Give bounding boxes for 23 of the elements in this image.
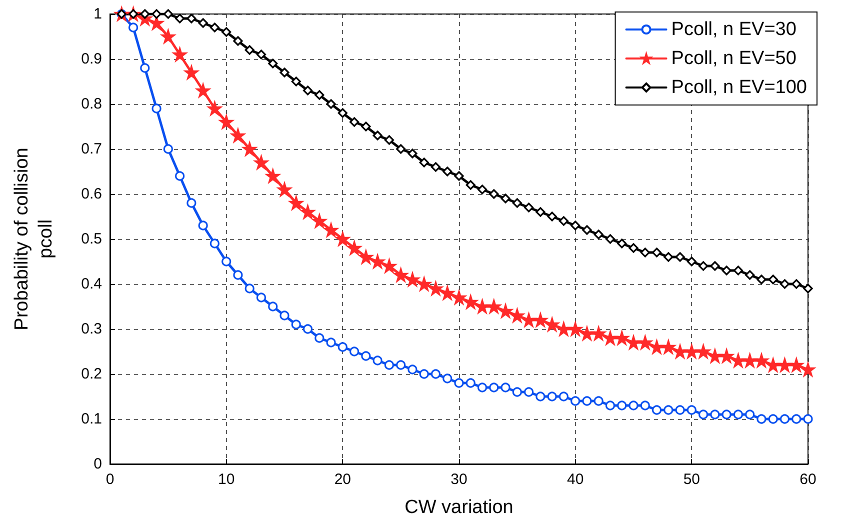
x-tick-label: 60	[800, 471, 816, 488]
x-tick-label: 30	[450, 471, 468, 488]
y-axis-title: Probability of collision pcoll	[12, 148, 56, 330]
y-tick-label: 0.1	[81, 410, 102, 428]
legend-label: Pcoll, n EV=100	[671, 77, 808, 98]
x-axis-title: CW variation	[404, 497, 514, 518]
y-tick-label: 0.3	[81, 320, 102, 338]
y-tick-label: 0.2	[81, 366, 102, 382]
legend-label: Pcoll, n EV=30	[671, 19, 796, 40]
y-tick-label: 0.4	[81, 276, 102, 292]
y-tick-label: 0.9	[81, 50, 102, 68]
y-tick-label: 0.8	[81, 96, 102, 112]
x-tick-label: 20	[334, 471, 352, 488]
x-tick-label: 50	[683, 471, 700, 488]
x-tick-label: 0	[106, 471, 114, 488]
legend-label: Pcoll, n EV=50	[671, 48, 796, 69]
y-tick-label: 0.7	[81, 140, 102, 158]
x-tick-label: 10	[218, 471, 235, 488]
y-tick-label: 0.6	[81, 186, 102, 202]
x-tick-label: 40	[566, 471, 584, 488]
y-tick-label: 0.5	[81, 230, 102, 248]
y-tick-label: 0	[94, 456, 102, 472]
y-tick-label: 1	[94, 6, 102, 22]
